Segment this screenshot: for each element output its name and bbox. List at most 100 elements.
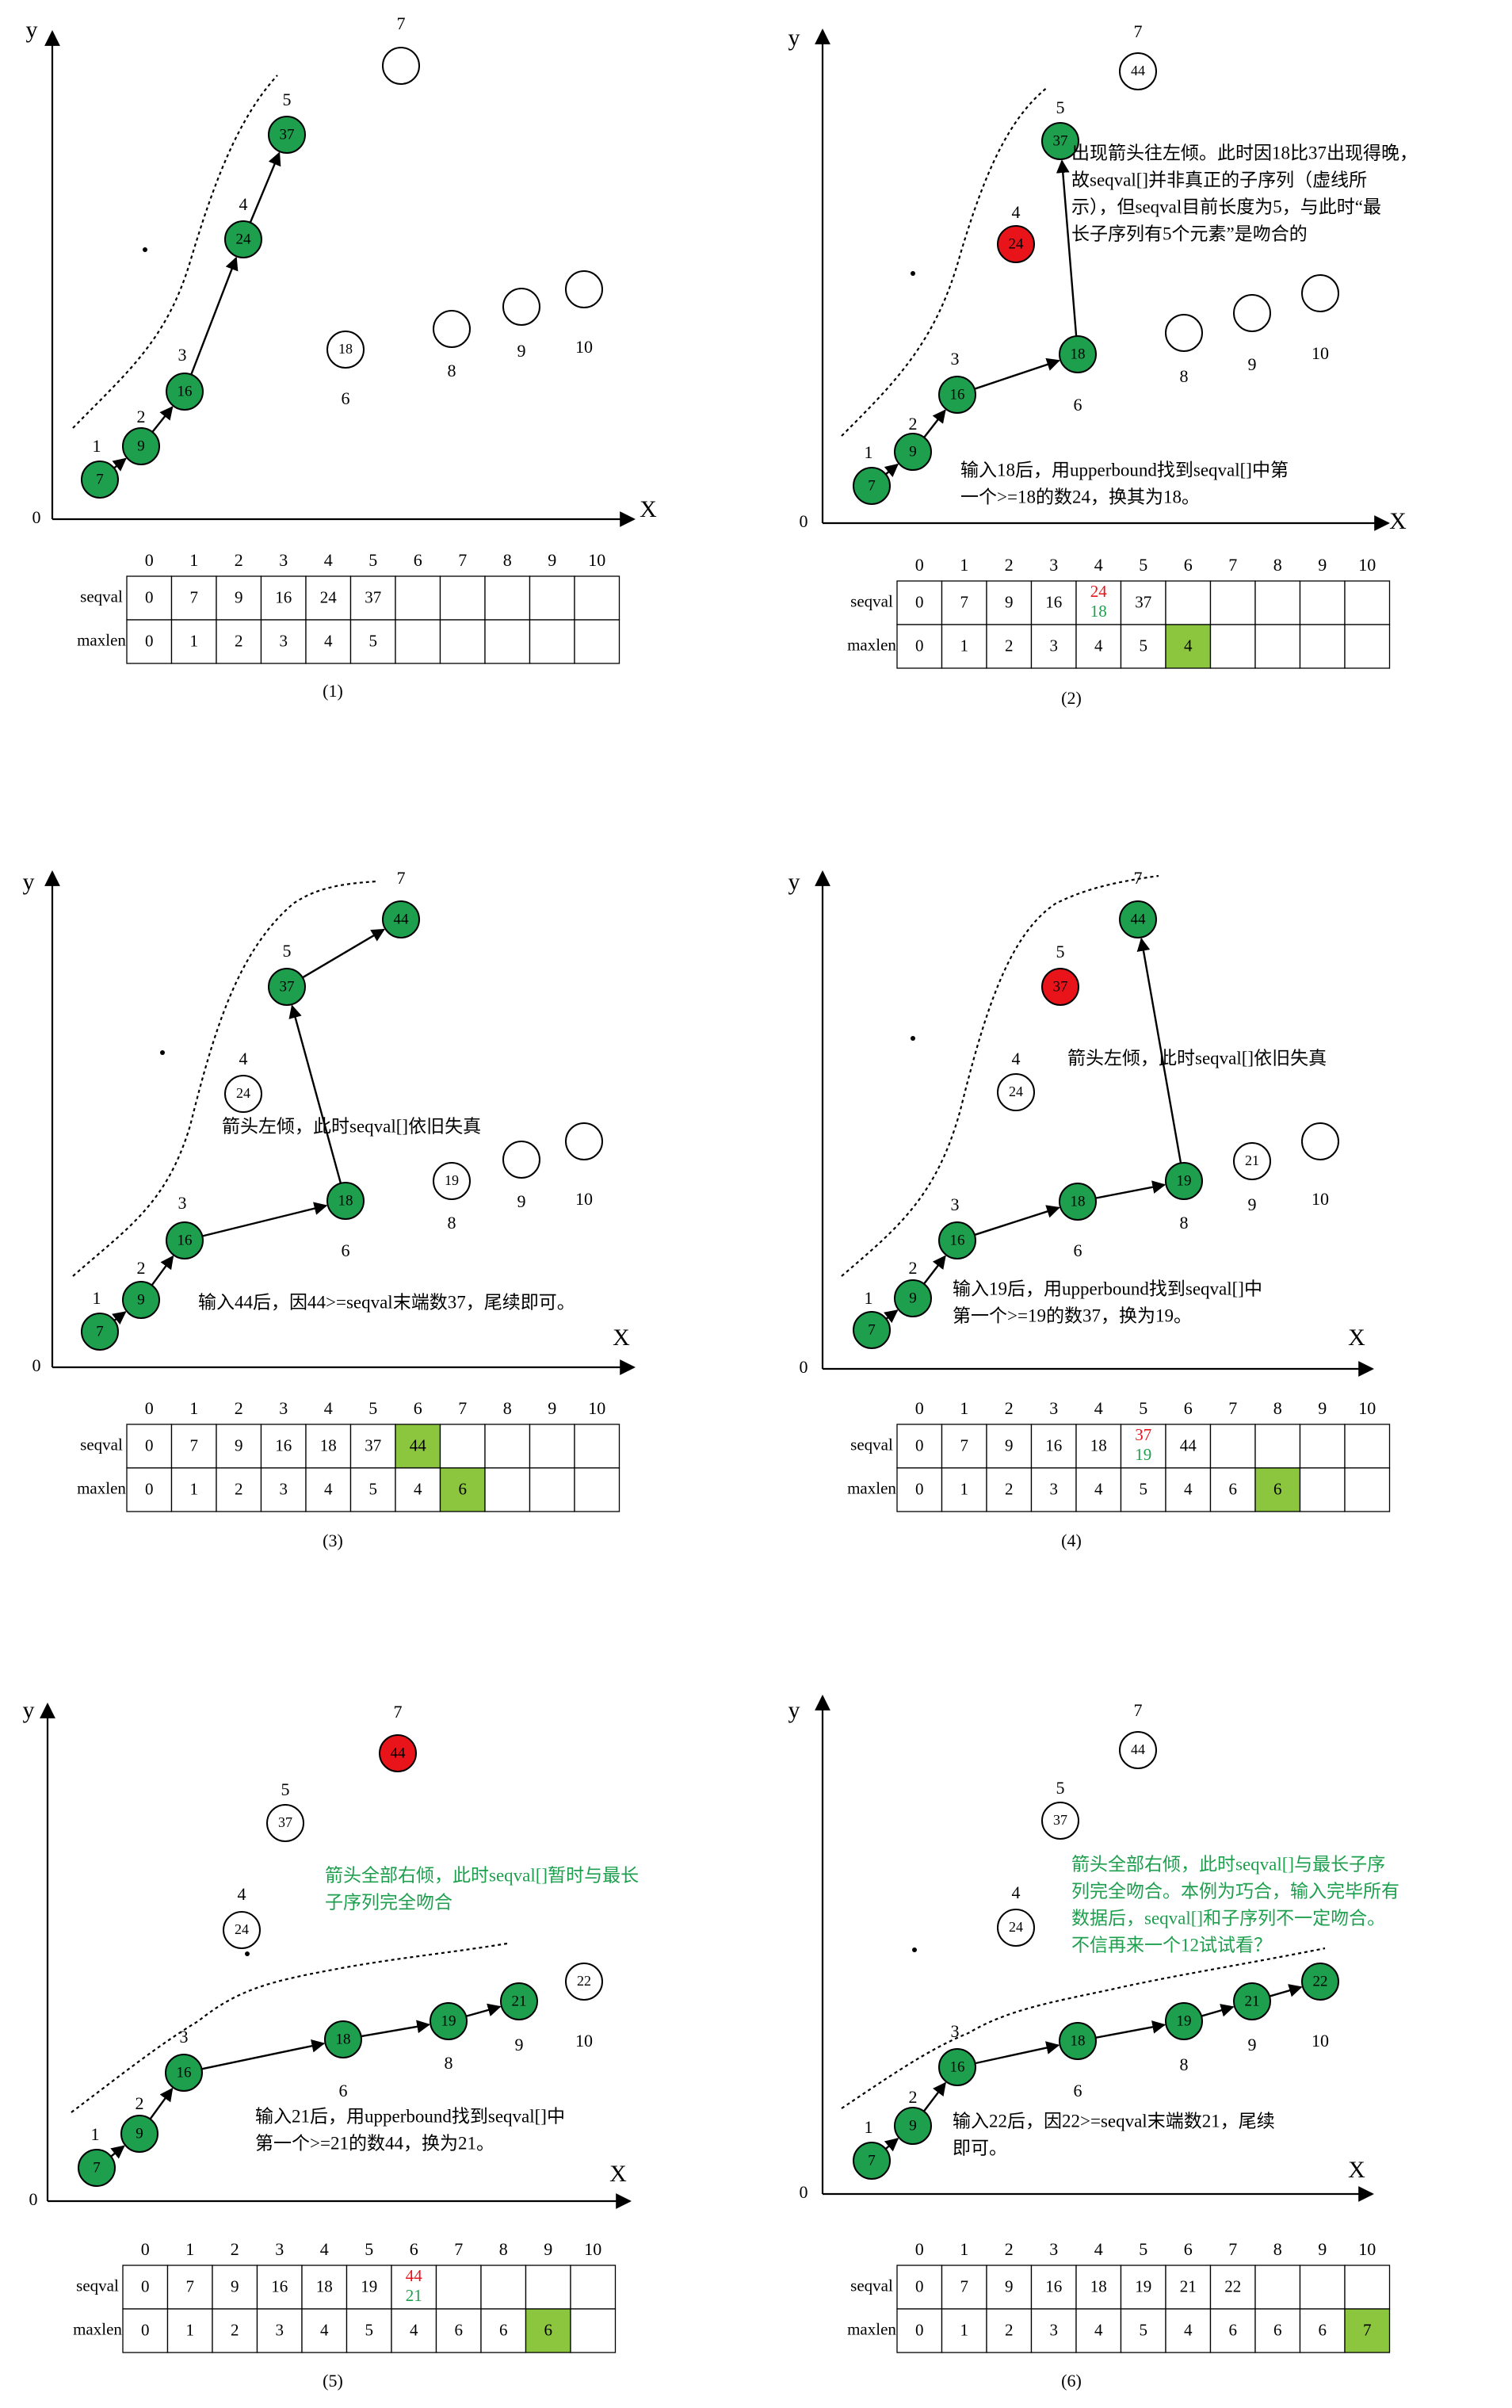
dashed-boundary [841,1947,1326,2109]
origin-label: 0 [800,1357,808,1377]
table-cell [941,1424,987,1469]
table-cell-value: 4 [1184,1479,1193,1498]
node-10: 10 [565,270,603,357]
replaced-value: 37 [1135,1425,1151,1444]
table-cell [1075,1424,1122,1469]
node-index-label: 5 [1056,97,1065,117]
node-8: 8 [1165,314,1203,386]
node-circle [430,2002,468,2040]
table-cell [260,1424,307,1469]
table-index-header: 9 [548,550,556,570]
table-cell-value: 0 [141,2320,150,2339]
table-cell [896,624,943,669]
table-cell-value: 5 [369,1479,378,1498]
node-7: 44 7 [379,1702,417,1772]
replaced-value: 24 [1090,582,1108,601]
node-2: 92 [122,1258,160,1319]
annotation-line: 第一个>=19的数37，换为19。 [953,1305,1192,1325]
table-cell [941,2265,987,2310]
node-3: 16 3 [165,2027,203,2092]
table-cell [1299,2265,1346,2310]
sequence-arrow [923,1255,946,1285]
node-index-label: 2 [137,1258,146,1278]
table-index-header: 5 [365,2239,373,2259]
sequence-arrow [884,463,899,478]
table-index-header: 7 [454,2239,463,2259]
table-cell [574,1424,620,1469]
node-circle [565,1963,603,2001]
table-index-header: 8 [503,1398,512,1418]
origin-label: 0 [800,511,808,531]
table-cell-value: 4 [1094,636,1103,655]
node-index-label: 4 [239,1049,248,1068]
node-index-label: 4 [239,194,248,214]
table-cell [1030,580,1077,625]
node-3: 16 3 [938,2021,976,2086]
node-value: 19 [441,2012,456,2029]
node-value: 16 [950,386,965,403]
table-cell [484,575,531,621]
node-value: 7 [93,2159,101,2176]
table-cell-value: 21 [1180,2276,1197,2295]
x-axis-label: X [609,2161,627,2187]
dot-marker [160,1050,165,1055]
node-value: 24 [236,231,252,247]
node-index-label: 2 [136,2093,144,2113]
table-cell-value: 18 [320,1435,337,1454]
sequence-arrow [151,1255,174,1286]
node-index-label: 7 [1134,1700,1143,1720]
node-index-label: 1 [865,442,873,462]
node-value: 7 [868,1321,876,1338]
node-value: 9 [909,1290,917,1306]
sequence-arrow [202,1202,328,1237]
node-circle [1059,2022,1097,2060]
node-5: 37 5 [1041,97,1079,160]
node-circle [502,1141,540,1179]
table-cell [525,2265,571,2310]
table-cell [349,1424,396,1469]
table-index-header: 9 [1318,2239,1327,2259]
seqval-table: 0 1 2 3 4 5 6 7 8 9 10 seqval maxlen 0 7 9 16 37 0 1 2 3 4 5 4 24… [847,555,1391,669]
table-cell-value: 37 [365,587,381,606]
node-index-label: 6 [1074,1240,1082,1260]
node-circle [382,900,420,938]
node-circle [1119,1731,1157,1769]
row-label-seqval: seqval [850,1435,893,1454]
node-index-label: 4 [238,1884,246,1904]
table-cell-value: 19 [361,2276,377,2295]
table-index-header: 8 [1273,555,1282,575]
table-cell-value: 5 [1140,1479,1148,1498]
table-cell [1165,1424,1212,1469]
table-cell-value: 1 [190,631,199,650]
table-index-header: 0 [915,1398,924,1418]
table-cell [570,2265,617,2310]
table-cell [216,1424,262,1469]
panel-caption: (4) [1061,1531,1082,1550]
node-7: 44 7 [1119,1700,1157,1769]
table-cell-value: 6 [1273,1479,1282,1498]
table-cell [1254,2265,1301,2310]
node-circle [433,1162,471,1200]
table-index-header: 6 [1184,2239,1193,2259]
node-index-label: 8 [1180,1213,1189,1233]
annotation-line: 输入21后，用upperbound找到seqval[]中 [255,2106,565,2126]
node-value: 24 [1009,1919,1023,1935]
new-value: 18 [1090,602,1107,621]
node-index-label: 5 [1056,942,1065,961]
node-9: 9 [1233,294,1271,374]
table-cell [212,2308,258,2353]
dashed-boundary [72,75,278,429]
table-index-header: 3 [275,2239,284,2259]
table-cell [570,2308,617,2353]
table-cell [1344,580,1391,625]
table-cell-value: 2 [231,2320,239,2339]
node-value: 24 [235,1921,249,1937]
y-axis-label: y [26,17,38,43]
table-cell-value: 1 [186,2320,195,2339]
node-index-label: 1 [93,436,101,456]
table-index-header: 3 [1049,1398,1058,1418]
node-index-label: 10 [1312,1189,1329,1209]
node-circle [379,1734,417,1772]
